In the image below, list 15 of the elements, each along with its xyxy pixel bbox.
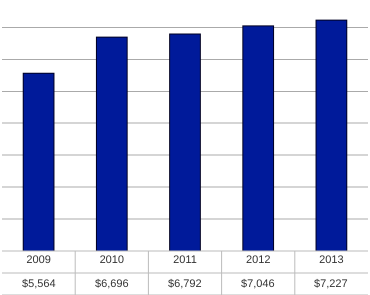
data-label: $6,792 — [168, 278, 202, 290]
data-label: $7,227 — [314, 278, 348, 290]
x-tick-label: 2010 — [100, 254, 124, 266]
bar — [169, 34, 201, 251]
bar — [316, 20, 348, 251]
x-tick-label: 2009 — [26, 254, 51, 266]
data-label: $5,564 — [22, 278, 56, 290]
x-tick-label: 2013 — [319, 254, 344, 266]
bar — [22, 72, 54, 251]
bar — [242, 25, 274, 251]
x-tick-label: 2011 — [173, 254, 197, 266]
data-label: $7,046 — [241, 278, 275, 290]
x-tick-label: 2012 — [246, 254, 270, 266]
bar — [96, 36, 128, 251]
data-label: $6,696 — [95, 278, 129, 290]
